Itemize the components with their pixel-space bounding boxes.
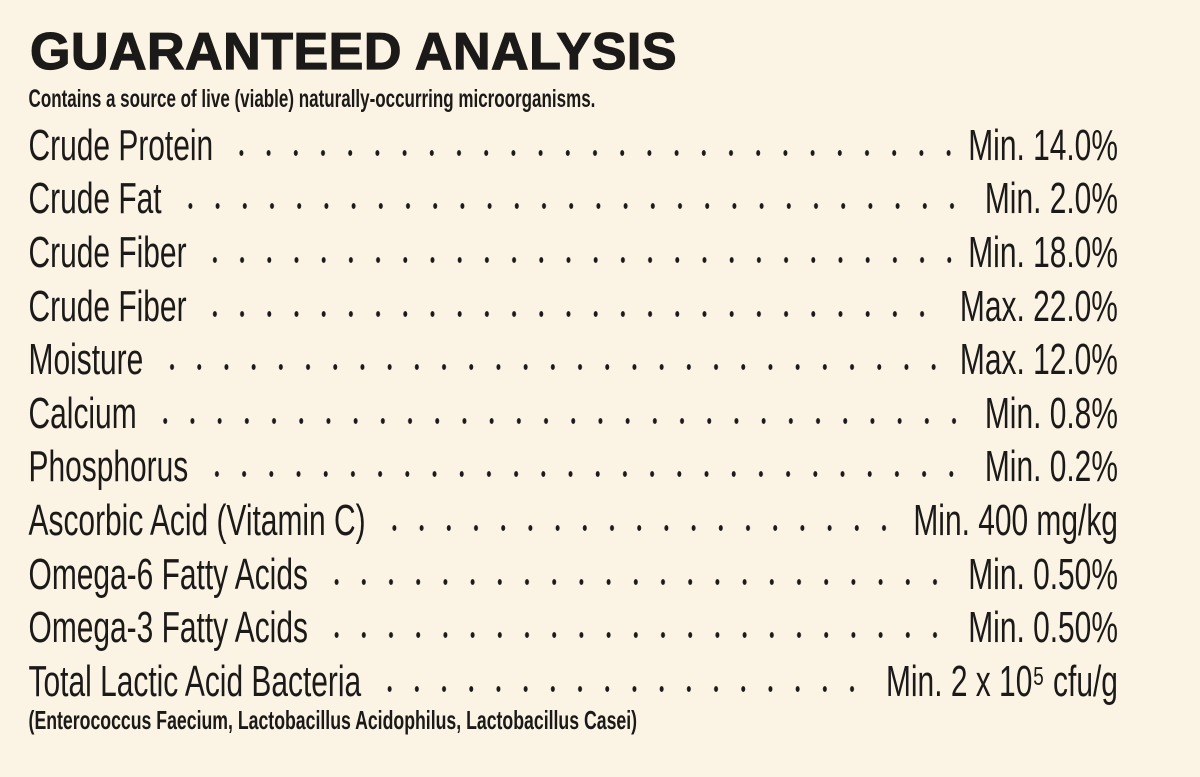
nutrient-value: Min. 0.2%	[984, 442, 1118, 492]
nutrient-value: Min. 0.8%	[984, 388, 1118, 438]
analysis-row: Omega-3 Fatty Acids Min. 0.50%	[29, 601, 1118, 655]
nutrient-value: Min. 18.0%	[968, 227, 1118, 277]
analysis-row: Omega-6 Fatty Acids Min. 0.50%	[29, 548, 1118, 602]
dot-leader	[158, 361, 945, 374]
nutrient-name: Phosphorus	[28, 442, 189, 492]
dot-leader	[203, 468, 970, 481]
nutrient-value: Max. 22.0%	[959, 281, 1118, 331]
nutrient-name: Moisture	[28, 335, 144, 385]
dot-leader	[176, 200, 970, 213]
footnote: (Enterococcus Faecium, Lactobacillus Aci…	[28, 705, 638, 735]
nutrient-value: Max. 12.0%	[959, 335, 1118, 385]
nutrient-name: Crude Fiber	[28, 227, 187, 277]
analysis-row: Crude Protein Min. 14.0%	[29, 119, 1118, 173]
nutrient-name: Crude Fiber	[28, 281, 187, 331]
dot-leader	[201, 253, 954, 266]
analysis-row: Moisture Max. 12.0%	[29, 333, 1118, 387]
analysis-row: Crude Fiber Max. 22.0%	[29, 280, 1118, 334]
nutrient-name: Total Lactic Acid Bacteria	[28, 656, 362, 706]
analysis-list: Crude Protein Min. 14.0% Crude Fat Min. 2.0…	[29, 119, 1118, 709]
nutrient-value: Min. 400 mg/kg	[913, 495, 1118, 545]
nutrient-value: Min. 2 x 10⁵ cfu/g	[885, 656, 1118, 706]
analysis-row: Crude Fat Min. 2.0%	[29, 173, 1118, 227]
analysis-row: Calcium Min. 0.8%	[29, 387, 1118, 441]
title: GUARANTEED ANALYSIS	[29, 22, 678, 81]
subtitle: Contains a source of live (viable) natur…	[28, 85, 596, 113]
analysis-row: Phosphorus Min. 0.2%	[29, 441, 1118, 495]
analysis-row: Crude Fiber Min. 18.0%	[29, 226, 1118, 280]
dot-leader	[201, 307, 945, 320]
nutrient-name: Crude Protein	[28, 120, 214, 170]
nutrient-value: Min. 14.0%	[968, 120, 1118, 170]
nutrient-name: Omega-6 Fatty Acids	[28, 549, 308, 599]
dot-leader	[151, 414, 970, 427]
dot-leader	[380, 521, 899, 534]
dot-leader	[228, 146, 954, 159]
dot-leader	[322, 629, 954, 642]
analysis-row: Ascorbic Acid (Vitamin C) Min. 400 mg/kg	[29, 494, 1118, 548]
nutrient-name: Omega-3 Fatty Acids	[28, 603, 308, 653]
nutrient-name: Crude Fat	[28, 174, 162, 224]
dot-leader	[376, 682, 872, 695]
nutrient-value: Min. 0.50%	[968, 603, 1118, 653]
analysis-row: Total Lactic Acid Bacteria Min. 2 x 10⁵ c…	[29, 655, 1118, 709]
nutrient-name: Ascorbic Acid (Vitamin C)	[28, 495, 366, 545]
nutrient-value: Min. 2.0%	[984, 174, 1118, 224]
dot-leader	[322, 575, 954, 588]
nutrient-name: Calcium	[28, 388, 137, 438]
nutrient-value: Min. 0.50%	[968, 549, 1118, 599]
